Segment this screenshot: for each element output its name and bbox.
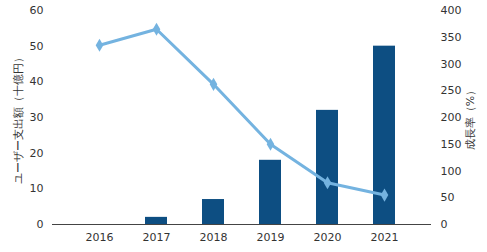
svg-text:2016: 2016 (86, 231, 114, 244)
svg-text:2020: 2020 (314, 231, 342, 244)
svg-text:50: 50 (30, 40, 44, 53)
svg-text:10: 10 (30, 182, 44, 195)
svg-text:成長率（%）: 成長率（%） (464, 85, 477, 150)
svg-text:150: 150 (441, 138, 462, 151)
svg-text:2018: 2018 (200, 231, 228, 244)
svg-text:350: 350 (441, 31, 462, 44)
svg-text:2021: 2021 (371, 231, 399, 244)
svg-text:2017: 2017 (143, 231, 171, 244)
svg-text:0: 0 (37, 218, 44, 231)
svg-text:60: 60 (30, 4, 44, 17)
svg-text:ユーザー支出額（十億円）: ユーザー支出額（十億円） (12, 52, 25, 184)
svg-text:2019: 2019 (257, 231, 285, 244)
svg-text:40: 40 (30, 75, 44, 88)
svg-text:200: 200 (441, 111, 462, 124)
svg-text:100: 100 (441, 165, 462, 178)
svg-text:250: 250 (441, 84, 462, 97)
svg-text:400: 400 (441, 4, 462, 17)
svg-text:20: 20 (30, 147, 44, 160)
svg-text:0: 0 (441, 218, 448, 231)
svg-text:50: 50 (441, 191, 455, 204)
svg-text:30: 30 (30, 111, 44, 124)
svg-text:300: 300 (441, 58, 462, 71)
